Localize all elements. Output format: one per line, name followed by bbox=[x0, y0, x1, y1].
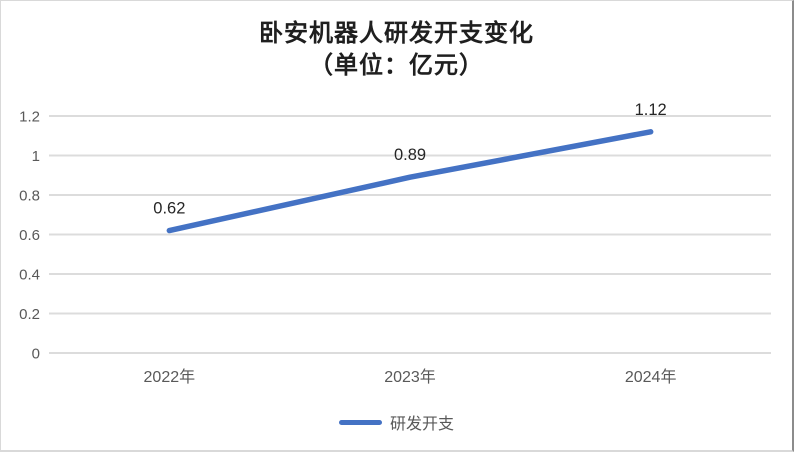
chart-title-line2: （单位：亿元） bbox=[309, 53, 484, 79]
y-axis-tick-label: 0.6 bbox=[19, 227, 40, 244]
data-point-label: 0.62 bbox=[153, 200, 185, 218]
y-axis-tick-label: 1.2 bbox=[19, 109, 40, 126]
y-axis-tick-label: 0.8 bbox=[19, 188, 40, 205]
data-point-label: 1.12 bbox=[635, 101, 667, 119]
y-axis-tick-label: 0 bbox=[32, 346, 40, 363]
x-axis-category-label: 2024年 bbox=[625, 368, 677, 386]
legend-label: 研发开支 bbox=[389, 416, 454, 433]
chart-title: 卧安机器人研发开支变化 （单位：亿元） bbox=[1, 18, 792, 82]
data-series-line bbox=[166, 129, 654, 234]
x-axis-category-label: 2022年 bbox=[144, 368, 196, 386]
y-axis-tick-label: 1 bbox=[32, 148, 40, 165]
y-axis-tick-label: 0.4 bbox=[19, 267, 40, 284]
legend: 研发开支 bbox=[1, 410, 792, 434]
y-axis-tick-label: 0.2 bbox=[19, 306, 40, 323]
legend-line-swatch bbox=[338, 419, 382, 425]
chart-title-line1: 卧安机器人研发开支变化 bbox=[259, 21, 534, 47]
data-point-label: 0.89 bbox=[394, 146, 426, 164]
x-axis-category-label: 2023年 bbox=[384, 368, 436, 386]
